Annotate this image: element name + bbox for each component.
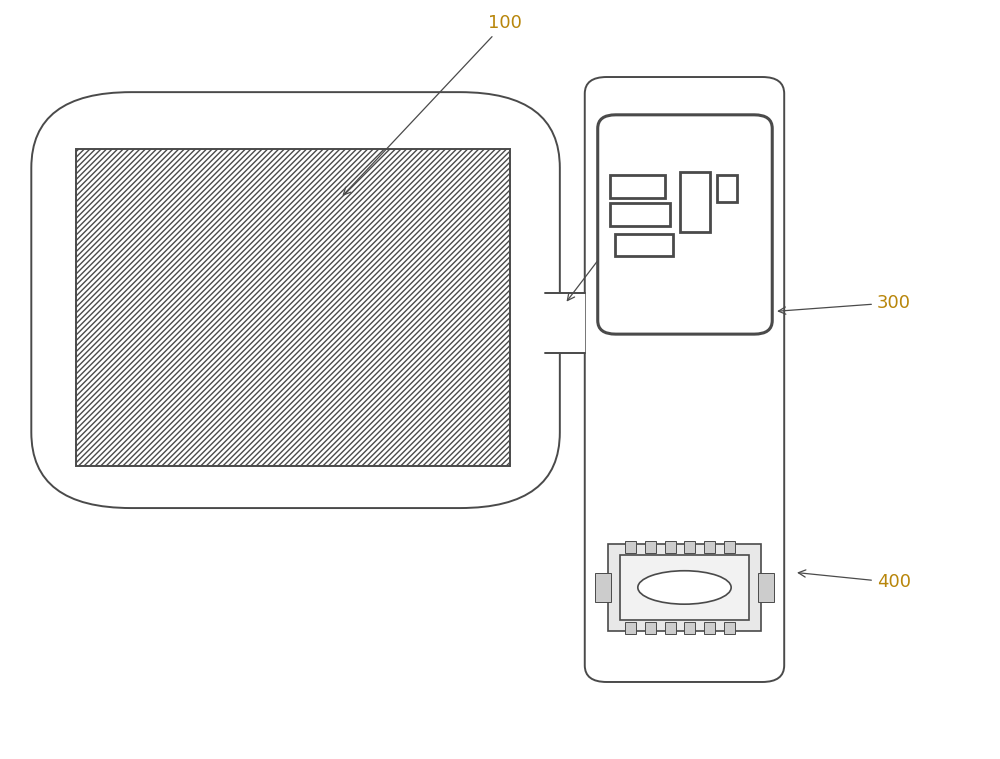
Bar bbox=[758, 573, 774, 602]
FancyBboxPatch shape bbox=[31, 92, 560, 508]
Bar bbox=[625, 622, 636, 634]
Bar bbox=[645, 622, 656, 634]
FancyBboxPatch shape bbox=[585, 77, 784, 682]
Bar bbox=[610, 175, 665, 198]
Text: 200: 200 bbox=[567, 229, 632, 301]
Bar bbox=[684, 541, 695, 553]
Bar bbox=[620, 556, 749, 619]
Bar bbox=[680, 172, 710, 232]
Ellipse shape bbox=[638, 571, 731, 604]
Bar bbox=[684, 622, 695, 634]
Bar bbox=[665, 622, 676, 634]
Bar bbox=[545, 292, 585, 353]
Bar bbox=[724, 541, 735, 553]
Text: 300: 300 bbox=[778, 294, 911, 314]
FancyBboxPatch shape bbox=[598, 115, 772, 334]
Bar bbox=[610, 203, 670, 226]
Bar bbox=[608, 544, 761, 631]
Bar bbox=[615, 234, 673, 257]
Text: 100: 100 bbox=[343, 14, 522, 195]
Bar bbox=[645, 541, 656, 553]
Bar bbox=[704, 622, 715, 634]
Bar bbox=[704, 541, 715, 553]
Text: 400: 400 bbox=[798, 570, 911, 591]
Bar bbox=[595, 573, 611, 602]
Bar bbox=[717, 175, 737, 202]
Bar bbox=[76, 149, 510, 467]
Bar bbox=[625, 541, 636, 553]
Bar bbox=[724, 622, 735, 634]
Bar bbox=[665, 541, 676, 553]
